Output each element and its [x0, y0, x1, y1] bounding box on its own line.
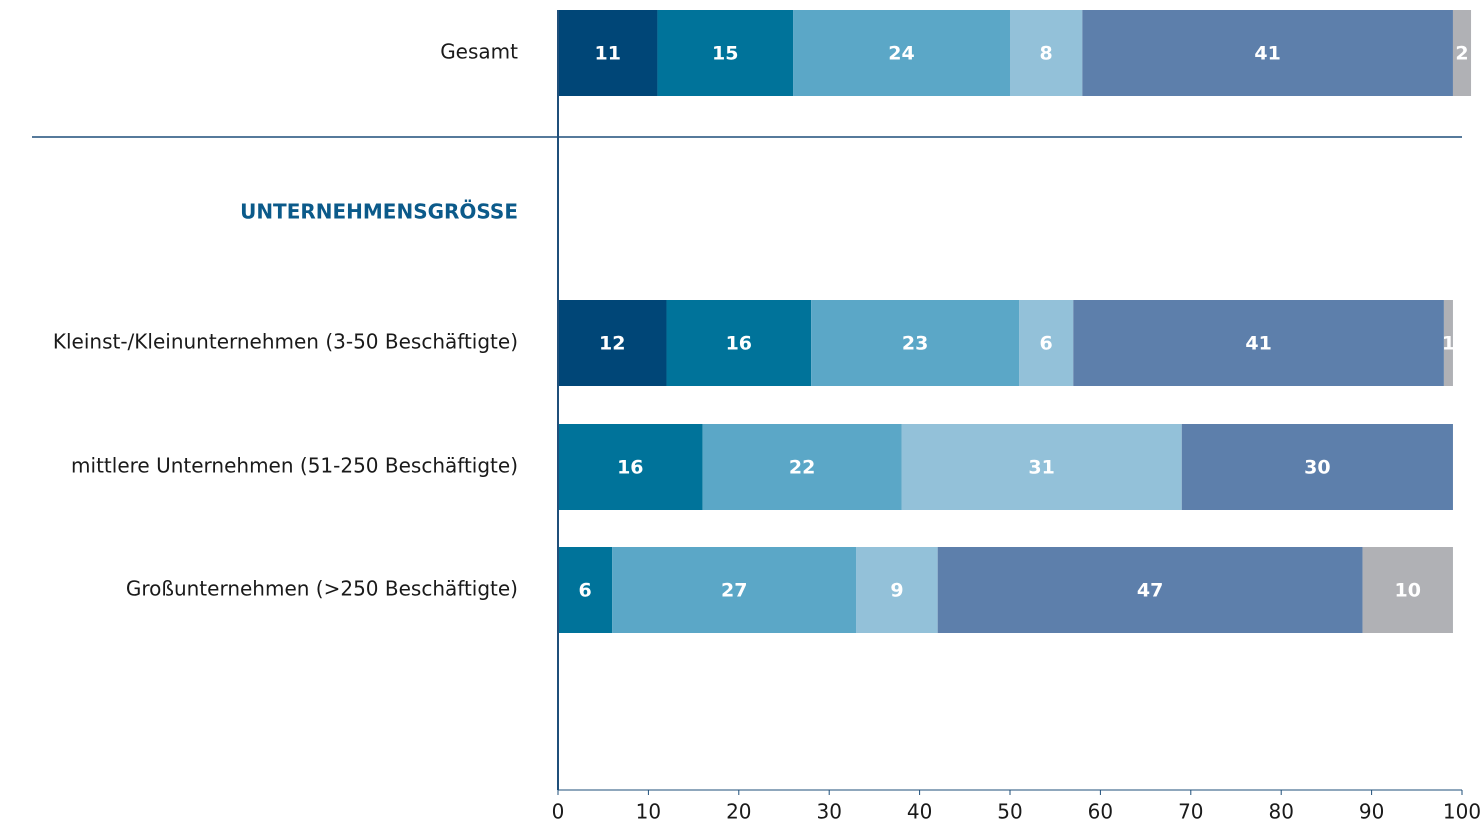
x-tick-label: 60: [1088, 800, 1113, 824]
bar-segment: [657, 10, 794, 96]
x-tick-label: 0: [552, 800, 565, 824]
bar-segment: [558, 10, 658, 96]
bar-segment: [612, 547, 857, 633]
bar-segment: [558, 547, 613, 633]
x-tick-label: 10: [636, 800, 661, 824]
bar-segment: [856, 547, 938, 633]
value-label: 11: [594, 43, 620, 65]
x-tick-label: 30: [816, 800, 841, 824]
category-label: mittlere Unternehmen (51-250 Beschäftigt…: [71, 454, 518, 478]
bar-segment: [1443, 300, 1453, 386]
bar-segment: [558, 424, 703, 510]
value-label: 41: [1245, 333, 1271, 355]
bar-segment: [1082, 10, 1453, 96]
x-tick-label: 80: [1268, 800, 1293, 824]
bar-segment: [793, 10, 1010, 96]
value-label: 31: [1028, 457, 1054, 479]
value-label: 16: [617, 457, 643, 479]
value-label: 41: [1254, 43, 1280, 65]
x-tick-label: 20: [726, 800, 751, 824]
bar-segment: [937, 547, 1363, 633]
value-label: 1: [1442, 333, 1455, 355]
value-label: 6: [1040, 333, 1053, 355]
bar-segment: [901, 424, 1182, 510]
x-tick-label: 50: [997, 800, 1022, 824]
value-label: 15: [712, 43, 738, 65]
value-label: 12: [599, 333, 625, 355]
value-label: 6: [579, 580, 592, 602]
bar-segment: [1073, 300, 1444, 386]
value-label: 9: [890, 580, 903, 602]
value-label: 16: [726, 333, 752, 355]
value-label: 24: [888, 43, 914, 65]
bar-segment: [1362, 547, 1453, 633]
group-label: UNTERNEHMENSGRÖSSE: [240, 200, 518, 224]
value-label: 23: [902, 333, 928, 355]
value-label: 22: [789, 457, 815, 479]
value-label: 27: [721, 580, 747, 602]
value-label: 10: [1395, 580, 1421, 602]
category-label: Kleinst-/Kleinunternehmen (3-50 Beschäft…: [53, 330, 518, 354]
bar-segment: [558, 300, 667, 386]
value-label: 8: [1040, 43, 1053, 65]
bar-segment: [1019, 300, 1074, 386]
bar-segment: [1010, 10, 1083, 96]
value-label: 47: [1137, 580, 1163, 602]
x-tick-label: 70: [1178, 800, 1203, 824]
bar-segment: [666, 300, 812, 386]
bar-segment: [1181, 424, 1453, 510]
x-tick-label: 40: [907, 800, 932, 824]
bar-segment: [811, 300, 1020, 386]
bar-segment: [1452, 10, 1472, 96]
bar-segment: [702, 424, 902, 510]
value-label: 2: [1455, 43, 1468, 65]
x-tick-label: 100: [1443, 800, 1481, 824]
category-label: Gesamt: [440, 40, 518, 64]
category-label: Großunternehmen (>250 Beschäftigte): [126, 577, 518, 601]
value-label: 30: [1304, 457, 1330, 479]
x-tick-label: 90: [1359, 800, 1384, 824]
